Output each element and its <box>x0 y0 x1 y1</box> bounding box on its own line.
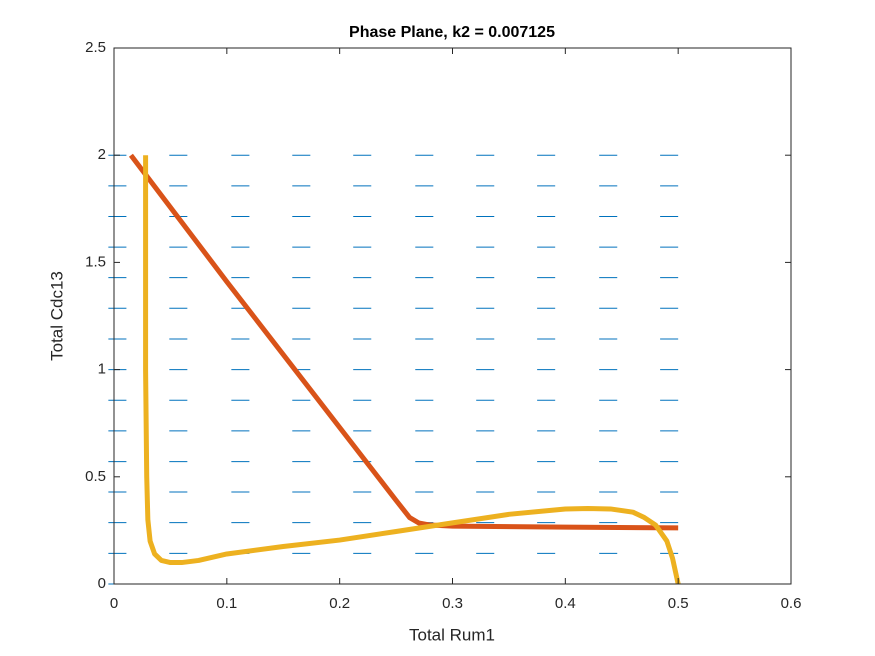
y-tick-label: 2 <box>98 146 106 163</box>
x-tick-label: 0.1 <box>216 595 237 612</box>
x-tick-label: 0.4 <box>555 595 576 612</box>
y-tick-label: 0 <box>98 575 106 592</box>
y-tick-label: 1 <box>98 361 106 378</box>
y-tick-label: 1.5 <box>85 253 106 270</box>
nullcline <box>128 153 679 531</box>
x-tick-label: 0.6 <box>781 595 802 612</box>
x-tick-label: 0 <box>110 595 118 612</box>
x-axis-label: Total Rum1 <box>409 625 495 644</box>
nullcline <box>143 155 681 585</box>
x-tick-label: 0.3 <box>442 595 463 612</box>
y-tick-label: 0.5 <box>85 468 106 485</box>
y-tick-label: 2.5 <box>85 39 106 56</box>
x-tick-label: 0.5 <box>668 595 689 612</box>
x-tick-label: 0.2 <box>329 595 350 612</box>
y-axis-label: Total Cdc13 <box>47 271 66 361</box>
plot-area <box>114 48 791 584</box>
chart-title: Phase Plane, k2 = 0.007125 <box>349 24 555 41</box>
